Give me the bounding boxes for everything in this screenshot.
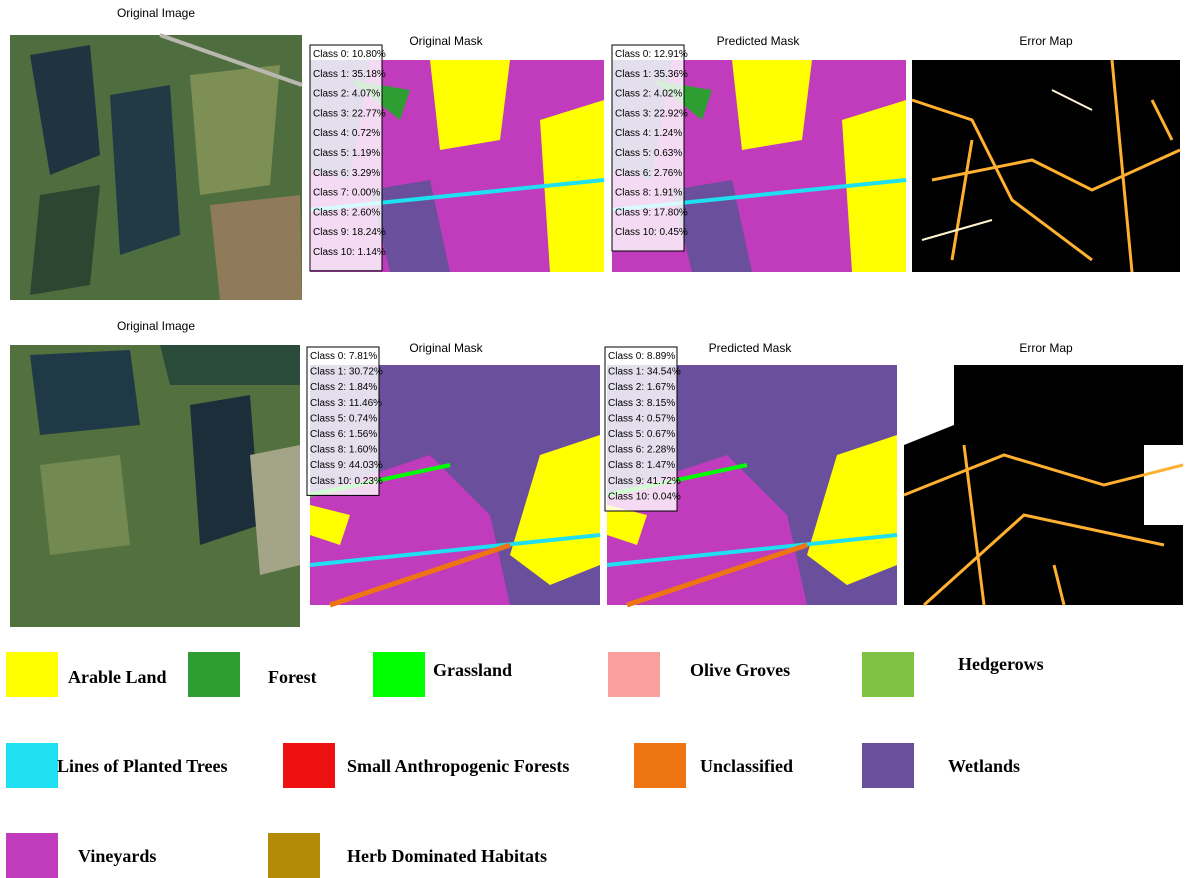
panel-title: Original Mask	[409, 34, 483, 48]
class-stat: Class 6: 2.28%	[608, 445, 675, 456]
legend-swatch	[268, 833, 320, 878]
class-stat: Class 8: 1.91%	[615, 188, 682, 199]
class-stat: Class 10: 0.04%	[608, 491, 681, 502]
class-stat: Class 2: 4.07%	[313, 89, 380, 100]
class-stat: Class 5: 0.63%	[615, 148, 682, 159]
legend-label: Olive Groves	[690, 660, 790, 680]
class-stat: Class 8: 2.60%	[313, 207, 380, 218]
class-stat: Class 2: 1.84%	[310, 382, 377, 393]
legend-swatch	[634, 743, 686, 788]
legend-label: Herb Dominated Habitats	[347, 846, 547, 866]
class-stat: Class 3: 22.92%	[615, 108, 688, 119]
panel-title: Predicted Mask	[709, 341, 793, 355]
class-stat: Class 9: 44.03%	[310, 460, 383, 471]
panel-image	[912, 60, 1180, 272]
class-stat: Class 9: 41.72%	[608, 476, 681, 487]
legend-swatch	[188, 652, 240, 697]
legend-swatch	[608, 652, 660, 697]
legend-label: Forest	[268, 667, 317, 687]
class-stat: Class 9: 17.80%	[615, 207, 688, 218]
figure: Original Image Original Mask Class 0: 10.8…	[0, 0, 1186, 878]
class-stat: Class 6: 3.29%	[313, 168, 380, 179]
panel-image	[904, 365, 1183, 605]
legend-swatch	[6, 833, 58, 878]
class-stat: Class 3: 22.77%	[313, 108, 386, 119]
legend-swatch	[862, 743, 914, 788]
legend-swatch	[283, 743, 335, 788]
class-stat: Class 7: 0.00%	[313, 188, 380, 199]
legend-label: Wetlands	[948, 756, 1020, 776]
panel-title: Error Map	[1019, 341, 1073, 355]
panel-image	[10, 35, 302, 300]
class-stat: Class 0: 12.91%	[615, 49, 688, 60]
legend-swatch	[6, 743, 58, 788]
class-stat: Class 4: 1.24%	[615, 128, 682, 139]
class-stat: Class 5: 1.19%	[313, 148, 380, 159]
class-stat: Class 2: 4.02%	[615, 89, 682, 100]
legend-label: Small Anthropogenic Forests	[347, 756, 569, 776]
class-stat: Class 1: 30.72%	[310, 367, 383, 378]
panel-title: Original Image	[117, 319, 195, 333]
legend-label: Vineyards	[78, 846, 156, 866]
legend-swatch	[862, 652, 914, 697]
legend-label: Unclassified	[700, 756, 793, 776]
legend-swatch	[373, 652, 425, 697]
legend-label: Hedgerows	[958, 654, 1044, 674]
class-stat: Class 10: 0.23%	[310, 476, 383, 487]
class-stat: Class 10: 0.45%	[615, 227, 688, 238]
class-stat: Class 2: 1.67%	[608, 382, 675, 393]
class-stat: Class 1: 35.36%	[615, 69, 688, 80]
panel-title: Predicted Mask	[717, 34, 801, 48]
class-stat: Class 6: 1.56%	[310, 429, 377, 440]
class-stat: Class 0: 7.81%	[310, 351, 377, 362]
class-stat: Class 3: 8.15%	[608, 398, 675, 409]
class-stat: Class 4: 0.57%	[608, 413, 675, 424]
panel-title: Original Image	[117, 6, 195, 20]
legend-label: Lines of Planted Trees	[57, 756, 228, 776]
class-stat: Class 1: 34.54%	[608, 367, 681, 378]
class-stat: Class 9: 18.24%	[313, 227, 386, 238]
class-stat: Class 0: 8.89%	[608, 351, 675, 362]
class-stat: Class 4: 0.72%	[313, 128, 380, 139]
panel-title: Original Mask	[409, 341, 483, 355]
class-stat: Class 5: 0.67%	[608, 429, 675, 440]
legend-label: Grassland	[433, 660, 512, 680]
legend-swatch	[6, 652, 58, 697]
class-stat: Class 8: 1.47%	[608, 460, 675, 471]
class-stat: Class 8: 1.60%	[310, 445, 377, 456]
class-stat: Class 10: 1.14%	[313, 247, 386, 258]
class-stat: Class 6: 2.76%	[615, 168, 682, 179]
class-stat: Class 3: 11.46%	[310, 398, 382, 409]
class-stat: Class 0: 10.80%	[313, 49, 386, 60]
legend-label: Arable Land	[68, 667, 167, 687]
class-stat: Class 1: 35.18%	[313, 69, 386, 80]
panel-image	[10, 345, 300, 627]
panel-title: Error Map	[1019, 34, 1073, 48]
class-stat: Class 5: 0.74%	[310, 413, 377, 424]
